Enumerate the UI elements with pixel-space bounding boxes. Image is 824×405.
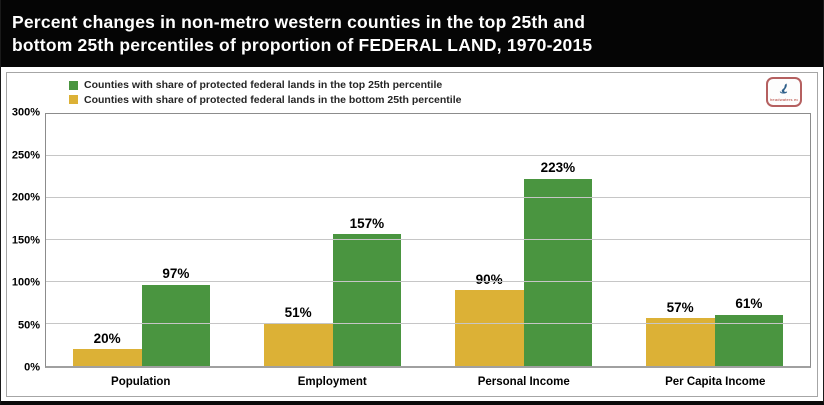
x-category-label: Per Capita Income	[665, 376, 766, 388]
logo-bird-icon	[779, 83, 788, 94]
bar-slot: 51%	[263, 114, 333, 366]
y-tick-label: 250%	[11, 149, 40, 161]
legend-item-top-percentile: Counties with share of protected federal…	[69, 79, 461, 92]
bar-slot: 20%	[72, 114, 142, 366]
bar-slot: 97%	[141, 114, 211, 366]
legend-label: Counties with share of protected federal…	[84, 93, 462, 106]
legend-swatch-green	[69, 80, 78, 90]
chart-area: 0% 50% 100% 150% 200% 250% 300% 20% 97% 51% 157% 9…	[11, 107, 811, 392]
bar	[523, 178, 593, 366]
legend-item-bottom-percentile: Counties with share of protected federal…	[69, 94, 461, 107]
bar	[72, 349, 142, 366]
bar-value-label: 90%	[475, 271, 503, 287]
chart-title-line1: Percent changes in non-metro western cou…	[12, 12, 586, 32]
x-category-label: Population	[111, 376, 171, 388]
bar-pair: 90% 223%	[454, 114, 593, 366]
bar-slot: 157%	[332, 114, 402, 366]
bar	[141, 284, 211, 366]
chart-panel: Counties with share of protected federal…	[6, 72, 818, 397]
gridline	[46, 239, 810, 240]
bar-pair: 20% 97%	[72, 114, 211, 366]
y-tick-label: 50%	[17, 319, 40, 331]
chart-title-line2: bottom 25th percentiles of proportion of…	[12, 35, 593, 56]
bar-slot: 90%	[454, 114, 524, 366]
bar	[454, 290, 524, 366]
gridline	[46, 281, 810, 282]
bar	[332, 234, 402, 366]
bar-group: 20% 97%	[46, 114, 237, 366]
bar-slot: 57%	[645, 114, 715, 366]
bar-value-label: 57%	[666, 299, 694, 315]
bar-value-label: 61%	[735, 296, 763, 312]
bar-groups: 20% 97% 51% 157% 90% 223% 57% 61%	[46, 114, 810, 366]
x-axis: Population Employment Personal Income Per C…	[45, 370, 811, 392]
bar-value-label: 20%	[93, 330, 121, 346]
bar-value-label: 223%	[540, 160, 576, 176]
bar-value-label: 97%	[162, 266, 190, 282]
logo-text: headwaters economics	[770, 97, 798, 102]
bar-group: 57% 61%	[619, 114, 810, 366]
bar-slot: 61%	[714, 114, 784, 366]
x-category-label: Personal Income	[477, 376, 570, 388]
y-tick-label: 300%	[11, 106, 40, 119]
y-tick-label: 100%	[11, 276, 40, 289]
y-axis: 0% 50% 100% 150% 200% 250% 300%	[11, 107, 43, 373]
gridline	[46, 155, 810, 156]
plot-area: 20% 97% 51% 157% 90% 223% 57% 61%	[45, 113, 811, 368]
bar-group: 51% 157%	[237, 114, 428, 366]
bar-pair: 57% 61%	[645, 114, 784, 366]
legend: Counties with share of protected federal…	[69, 79, 461, 108]
gridline	[46, 197, 810, 198]
bar-value-label: 157%	[349, 215, 385, 231]
x-category-label: Employment	[297, 376, 367, 388]
y-tick-label: 200%	[11, 191, 40, 204]
gridline	[46, 323, 810, 324]
title-banner: Percent changes in non-metro western cou…	[1, 0, 823, 67]
bar-value-label: 51%	[284, 304, 312, 320]
bar-pair: 51% 157%	[263, 114, 402, 366]
y-tick-label: 150%	[11, 234, 40, 246]
legend-swatch-yellow	[69, 95, 78, 105]
headwaters-economics-logo: headwaters economics	[766, 77, 802, 107]
y-tick-label: 0%	[24, 361, 40, 374]
bar-group: 90% 223%	[428, 114, 619, 366]
bar-slot: 223%	[523, 114, 593, 366]
bar	[263, 323, 333, 366]
legend-label: Counties with share of protected federal…	[84, 79, 443, 91]
bar	[645, 318, 715, 366]
